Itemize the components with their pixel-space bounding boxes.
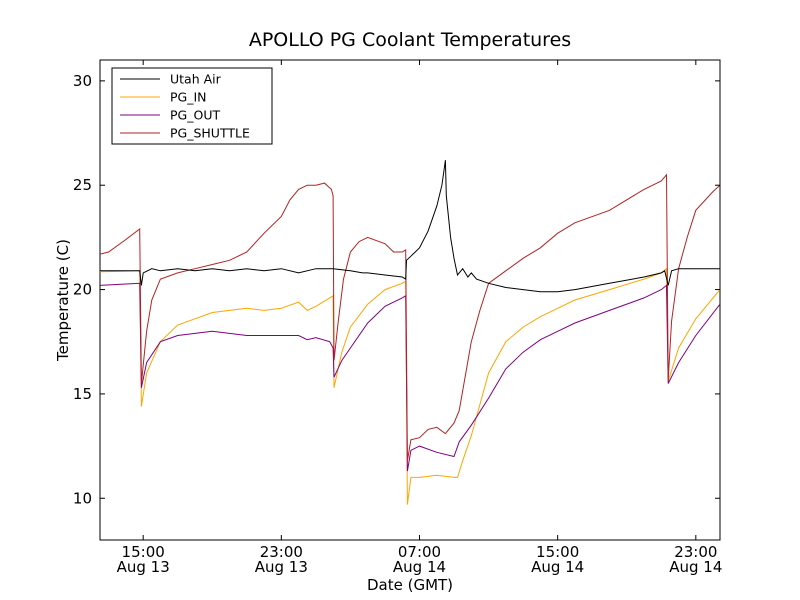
x-tick-label-time: 15:00 — [122, 543, 165, 561]
legend-label: Utah Air — [170, 72, 222, 87]
series-line-pg-in — [100, 267, 720, 505]
legend-label: PG_IN — [170, 90, 207, 105]
y-tick-label: 20 — [73, 281, 92, 299]
x-tick-label-time: 15:00 — [536, 543, 579, 561]
x-tick-label-date: Aug 14 — [393, 558, 446, 576]
series-line-pg-out — [100, 282, 720, 472]
y-tick-label: 10 — [73, 489, 92, 507]
series-line-utah-air — [100, 160, 720, 293]
plot-area — [99, 59, 721, 541]
y-tick-label: 15 — [73, 385, 92, 403]
x-tick-label-date: Aug 13 — [117, 558, 170, 576]
legend-box — [111, 67, 273, 145]
y-tick-label: 25 — [73, 176, 92, 194]
series-line-pg-shuttle — [100, 173, 720, 461]
y-tick-label: 30 — [73, 72, 92, 90]
x-tick-label-date: Aug 14 — [669, 558, 722, 576]
x-axis-label: Date (GMT) — [367, 576, 453, 594]
chart-title: APOLLO PG Coolant Temperatures — [249, 29, 571, 51]
x-tick-label-date: Aug 14 — [531, 558, 584, 576]
x-tick-label-date: Aug 13 — [255, 558, 308, 576]
legend-label: PG_OUT — [170, 108, 220, 123]
legend-label: PG_SHUTTLE — [170, 126, 250, 141]
legend: Utah Air PG_IN PG_OUT PG_SHUTTLE — [111, 67, 273, 145]
y-axis-label: Temperature (C) — [54, 239, 72, 362]
x-tick-label-time: 07:00 — [398, 543, 441, 561]
x-tick-label-time: 23:00 — [674, 543, 717, 561]
x-tick-label-time: 23:00 — [260, 543, 303, 561]
